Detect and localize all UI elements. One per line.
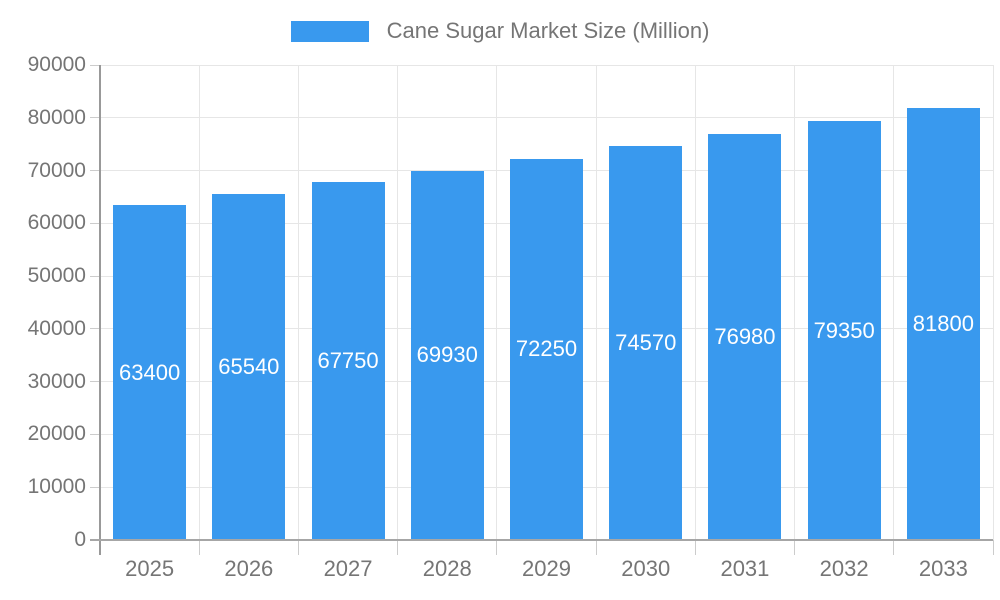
bar-value-label: 79350 (813, 317, 875, 343)
x-tick (992, 540, 994, 555)
bar-value-label: 81800 (912, 311, 974, 337)
bar-value-label: 65540 (218, 354, 280, 380)
y-gridline (100, 64, 993, 66)
x-tick (496, 540, 498, 555)
x-axis-line (90, 539, 993, 541)
x-tick (595, 540, 597, 555)
bar[interactable] (906, 108, 980, 540)
bar-value-label: 74570 (615, 330, 677, 356)
legend-label: Cane Sugar Market Size (Million) (386, 18, 710, 43)
x-tick-label: 2026 (224, 556, 274, 581)
y-tick-label: 70000 (27, 158, 86, 182)
bar-value-label: 63400 (119, 359, 181, 385)
x-tick-label: 2033 (918, 556, 968, 581)
y-tick (90, 486, 100, 488)
bar[interactable] (113, 205, 187, 540)
bar-value-label: 67750 (317, 348, 379, 374)
x-tick (297, 540, 299, 555)
y-tick (90, 275, 100, 277)
chart-legend[interactable]: Cane Sugar Market Size (Million) (0, 19, 1000, 43)
legend-swatch (290, 20, 369, 42)
y-tick-label: 0 (74, 528, 86, 551)
x-gridline (694, 65, 696, 540)
x-tick (794, 540, 796, 555)
y-tick (90, 433, 100, 435)
bar-value-label: 69930 (416, 342, 478, 368)
x-tick-label: 2030 (621, 556, 671, 581)
x-gridline (893, 65, 895, 540)
bar[interactable] (609, 146, 683, 540)
x-tick-label: 2027 (323, 556, 373, 581)
x-tick-label: 2032 (819, 556, 869, 581)
x-tick (198, 540, 200, 555)
bar[interactable] (212, 194, 286, 540)
x-gridline (198, 65, 200, 540)
y-tick (90, 117, 100, 119)
y-tick-label: 50000 (27, 264, 86, 288)
y-tick (90, 381, 100, 383)
x-tick (694, 540, 696, 555)
bar[interactable] (807, 121, 881, 540)
bar[interactable] (510, 158, 583, 540)
x-gridline (297, 65, 299, 540)
bar-value-label: 76980 (714, 323, 776, 349)
y-tick-label: 30000 (27, 369, 86, 393)
y-gridline (100, 117, 993, 119)
x-tick (893, 540, 895, 555)
x-tick-label: 2025 (125, 556, 175, 581)
bar[interactable] (311, 182, 385, 540)
y-tick-label: 10000 (27, 475, 86, 499)
y-tick-label: 60000 (27, 211, 86, 235)
y-tick (90, 170, 100, 172)
x-tick-label: 2029 (522, 556, 571, 581)
bar-value-label: 72250 (515, 336, 578, 362)
bar[interactable] (708, 133, 782, 540)
x-gridline (992, 65, 994, 540)
x-tick-label: 2028 (422, 556, 472, 581)
x-tick-label: 2031 (720, 556, 770, 581)
x-gridline (595, 65, 597, 540)
x-gridline (496, 65, 498, 540)
bar[interactable] (410, 170, 484, 540)
y-axis-line (98, 65, 101, 555)
x-tick (397, 540, 399, 555)
x-gridline (397, 65, 399, 540)
y-tick (90, 222, 100, 224)
y-tick-label: 90000 (27, 53, 86, 76)
y-tick (90, 64, 100, 66)
y-tick-label: 20000 (27, 422, 86, 446)
y-tick-label: 80000 (27, 105, 86, 129)
y-tick-label: 40000 (27, 316, 86, 340)
y-tick (90, 328, 100, 330)
x-gridline (794, 65, 796, 540)
